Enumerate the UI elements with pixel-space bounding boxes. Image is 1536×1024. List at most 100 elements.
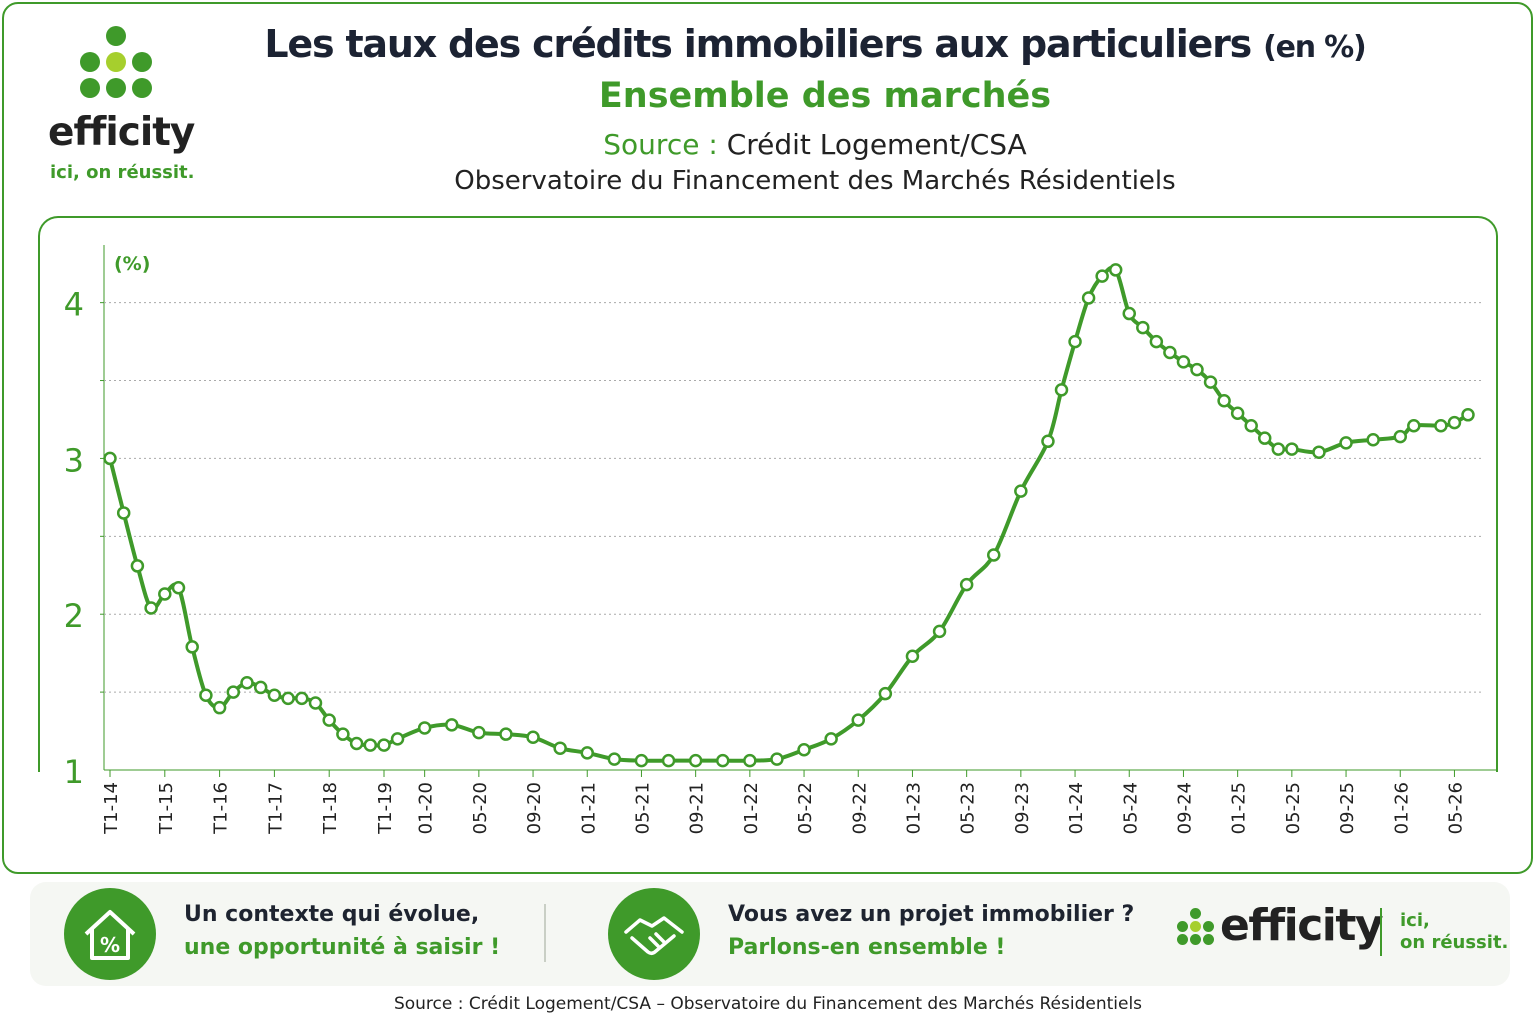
x-tick-label: 09-22 (849, 782, 870, 834)
data-point (308, 696, 323, 710)
footer-logo-separator (1380, 908, 1382, 956)
data-point (1095, 269, 1109, 283)
data-point (1014, 484, 1028, 498)
data-point (349, 736, 364, 751)
data-point (1190, 362, 1204, 377)
x-tick-label: 01-23 (903, 782, 924, 834)
x-tick-label: 09-20 (524, 782, 545, 834)
data-point (661, 753, 676, 768)
x-tick-label: 01-24 (1066, 782, 1087, 834)
data-point (390, 732, 405, 746)
x-tick-label: T1-16 (211, 782, 232, 835)
x-tick-label: 09-21 (687, 782, 708, 834)
data-point (905, 649, 920, 664)
x-tick-label: 05-22 (795, 782, 816, 834)
data-point (199, 688, 213, 702)
bottom-source: Source : Crédit Logement/CSA – Observato… (393, 994, 1143, 1014)
data-point (1203, 375, 1218, 389)
data-point (851, 713, 865, 727)
source-line: Source : Crédit Logement/CSA (230, 128, 1400, 161)
x-tick-label: 01-20 (416, 782, 437, 834)
svg-text:%: % (100, 933, 120, 957)
data-point (130, 559, 145, 573)
data-point (1122, 306, 1136, 321)
footer-message-2-line2: Parlons-en ensemble ! (728, 935, 1006, 960)
title-unit: (en %) (1263, 30, 1367, 65)
title-text: Les taux des crédits immobiliers aux par… (264, 22, 1252, 66)
x-tick-label: 01-26 (1391, 782, 1412, 834)
data-point (445, 718, 459, 732)
data-point (1312, 445, 1326, 459)
data-point (770, 752, 784, 766)
data-point (1271, 442, 1286, 456)
data-point (499, 727, 513, 741)
data-point (103, 451, 117, 466)
logo-wordmark: efficity (48, 110, 195, 155)
data-point (932, 624, 947, 639)
data-point (171, 580, 186, 595)
data-point (1285, 442, 1299, 456)
x-tick-label: T1-14 (101, 782, 122, 835)
x-tick-label: 01-21 (578, 782, 599, 834)
data-point (267, 688, 282, 702)
data-point (336, 727, 350, 741)
x-tick-label: 01-22 (741, 782, 762, 834)
data-point (472, 725, 486, 740)
data-point (363, 738, 378, 752)
data-point (1081, 291, 1096, 305)
data-point (322, 713, 336, 727)
data-point (240, 676, 254, 690)
y-tick-label: 2 (64, 597, 84, 635)
y-axis-unit-label: (%) (114, 253, 150, 275)
data-point (1176, 355, 1191, 369)
observatory-line: Observatoire du Financement des Marchés … (454, 166, 1176, 196)
data-point (1149, 334, 1164, 349)
logo-tagline: ici, on réussit. (50, 162, 195, 183)
data-point (417, 721, 432, 735)
x-tick-label: 05-25 (1283, 782, 1304, 834)
data-point (987, 548, 1001, 562)
footer-separator (544, 904, 546, 962)
chart-panel (38, 216, 1498, 772)
chart-title: Les taux des crédits immobiliers aux par… (230, 22, 1400, 66)
footer-message-1: Un contexte qui évolue, une opportunité … (184, 898, 500, 964)
data-point (580, 746, 594, 760)
footer-logo-wordmark: efficity (1220, 900, 1384, 951)
data-point (158, 587, 172, 601)
x-tick-label: 09-23 (1012, 782, 1033, 834)
data-point (281, 691, 295, 706)
data-point (1217, 394, 1231, 408)
data-point (253, 680, 268, 695)
footer-banner: % Un contexte qui évolue, une opportunit… (30, 882, 1510, 986)
x-tick-label: T1-18 (320, 782, 341, 835)
data-point (797, 742, 811, 757)
data-point (1393, 429, 1407, 444)
data-point (607, 752, 622, 766)
data-point (634, 753, 649, 768)
x-tick-label: 09-24 (1174, 782, 1195, 834)
house-percent-icon: % (64, 888, 156, 980)
data-point (144, 601, 158, 615)
source-label: Source : (603, 128, 718, 161)
x-tick-label: 01-25 (1229, 782, 1250, 834)
data-point (1434, 418, 1448, 433)
data-point (824, 732, 838, 746)
x-tick-label: T1-19 (375, 782, 396, 835)
y-tick-label: 3 (64, 441, 84, 479)
footer-message-1-line2: une opportunité à saisir ! (184, 935, 501, 960)
chart-subtitle: Ensemble des marchés (598, 76, 1052, 116)
data-point (226, 685, 241, 699)
data-point (1108, 263, 1123, 277)
data-point (1447, 415, 1462, 430)
data-point (688, 753, 703, 768)
footer-tagline-line1: ici, (1400, 910, 1430, 931)
data-point (1461, 408, 1475, 422)
x-tick-label: T1-15 (156, 782, 177, 835)
data-point (185, 640, 199, 654)
data-point (116, 506, 131, 520)
x-tick-label: 05-23 (958, 782, 979, 834)
data-point (1054, 383, 1069, 397)
x-tick-label: 09-25 (1337, 782, 1358, 834)
efficity-logo: efficity ici, on réussit. (40, 22, 200, 192)
data-point (212, 700, 227, 715)
